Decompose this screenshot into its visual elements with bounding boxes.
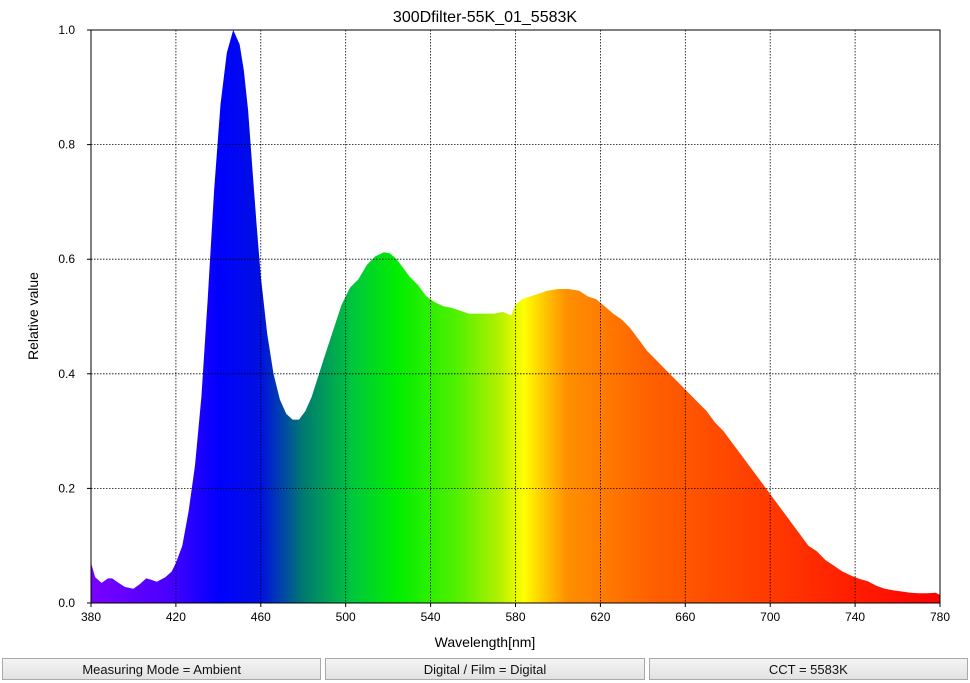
x-tick-label: 580: [505, 610, 525, 624]
cct-field: CCT = 5583K: [648, 658, 968, 680]
x-tick-label: 700: [760, 610, 780, 624]
y-tick-label: 0.8: [58, 138, 75, 152]
x-tick-label: 380: [81, 610, 101, 624]
x-axis: 380 420 460 500 540 580 620 660 700 740 780: [81, 603, 950, 624]
x-tick-label: 420: [166, 610, 186, 624]
y-tick-label: 0.4: [58, 367, 75, 381]
spectrum-chart: 380 420 460 500 540 580 620 660 700 740 780 0.0 0.2…: [25, 9, 950, 650]
y-axis: 0.0 0.2 0.4 0.6 0.8 1.0: [58, 23, 91, 610]
x-tick-label: 740: [845, 610, 865, 624]
measuring-mode-field: Measuring Mode = Ambient: [2, 658, 322, 680]
grid-lines: [91, 30, 940, 603]
x-tick-label: 780: [930, 610, 950, 624]
x-axis-label: Wavelength[nm]: [435, 634, 536, 650]
chart-title: 300Dfilter-55K_01_5583K: [393, 9, 577, 26]
x-tick-label: 660: [675, 610, 695, 624]
x-tick-label: 460: [251, 610, 271, 624]
x-tick-label: 500: [336, 610, 356, 624]
digital-film-field: Digital / Film = Digital: [325, 658, 645, 680]
y-tick-label: 0.0: [58, 596, 75, 610]
y-tick-label: 1.0: [58, 23, 75, 37]
y-tick-label: 0.6: [58, 252, 75, 266]
x-tick-label: 620: [590, 610, 610, 624]
x-tick-label: 540: [421, 610, 441, 624]
y-axis-label: Relative value: [25, 272, 41, 360]
status-bar: Measuring Mode = Ambient Digital / Film …: [0, 657, 970, 683]
y-tick-label: 0.2: [58, 481, 75, 495]
